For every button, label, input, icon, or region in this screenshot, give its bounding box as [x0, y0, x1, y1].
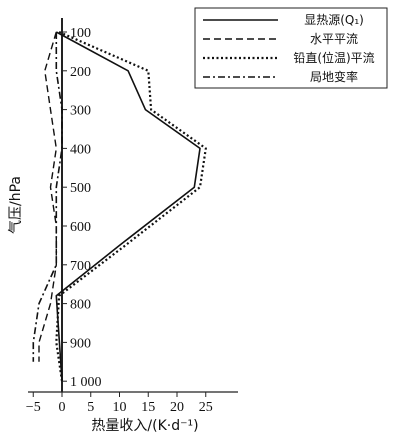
x-axis-title: 热量收入/(K·d⁻¹) [91, 418, 198, 434]
y-tick-label: 1 000 [70, 375, 102, 390]
y-tick-label: 500 [70, 181, 91, 196]
y-ticks: 100 200 300 400 500 600 700 800 900 1 000 [62, 26, 102, 390]
y-tick-label: 400 [70, 142, 91, 157]
legend-label: 水平平流 [310, 32, 358, 46]
y-tick-label: 200 [70, 65, 91, 80]
series-line-solid [55, 31, 201, 382]
legend-label: 局地变率 [310, 69, 358, 84]
y-tick-label: 300 [70, 104, 91, 119]
series-layer [32, 30, 207, 382]
series-line-dotted [55, 30, 207, 382]
x-ticks: −5 0 5 10 15 20 25 [26, 392, 213, 415]
x-tick-label: 25 [199, 400, 213, 415]
y-tick-label: 100 [70, 26, 91, 41]
y-axis-title: 气压/hPa [8, 176, 24, 234]
y-tick-label: 700 [70, 259, 91, 274]
series-line-dashed [38, 31, 57, 362]
legend-box [194, 7, 388, 89]
x-tick-label: 0 [59, 400, 66, 415]
y-tick-label: 800 [70, 298, 91, 313]
x-tick-label: −5 [26, 400, 41, 415]
series-line-dashdot [32, 32, 63, 362]
legend-label: 显热源(Q₁) [304, 13, 364, 27]
y-tick-label: 600 [70, 220, 91, 235]
x-tick-label: 10 [113, 400, 127, 415]
y-tick-label: 900 [70, 336, 91, 351]
x-tick-label: 15 [141, 400, 155, 415]
x-tick-label: 5 [87, 400, 94, 415]
x-tick-label: 20 [170, 400, 184, 415]
legend-label: 铅直(位温)平流 [293, 50, 374, 65]
